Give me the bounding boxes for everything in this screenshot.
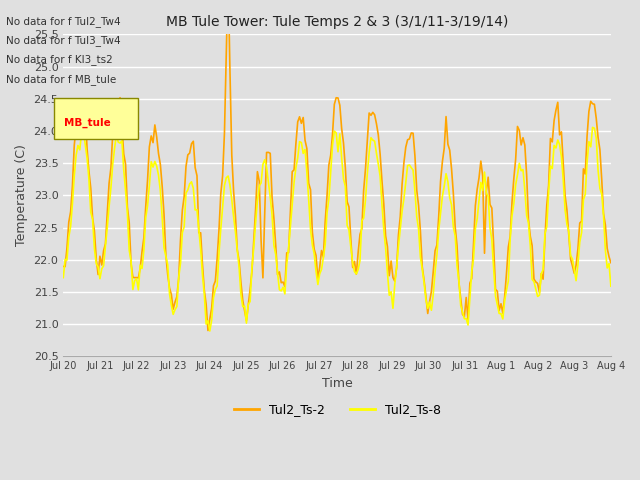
X-axis label: Time: Time: [322, 377, 353, 390]
Text: MB_tule: MB_tule: [64, 118, 111, 128]
Text: No data for f MB_tule: No data for f MB_tule: [6, 73, 116, 84]
Text: No data for f Tul3_Tw4: No data for f Tul3_Tw4: [6, 35, 121, 46]
Legend: Tul2_Ts-2, Tul2_Ts-8: Tul2_Ts-2, Tul2_Ts-8: [228, 398, 445, 421]
Y-axis label: Temperature (C): Temperature (C): [15, 144, 28, 246]
Title: MB Tule Tower: Tule Temps 2 & 3 (3/1/11-3/19/14): MB Tule Tower: Tule Temps 2 & 3 (3/1/11-…: [166, 15, 508, 29]
Text: No data for f Tul2_Tw4: No data for f Tul2_Tw4: [6, 16, 121, 27]
Text: No data for f Kl3_ts2: No data for f Kl3_ts2: [6, 54, 113, 65]
